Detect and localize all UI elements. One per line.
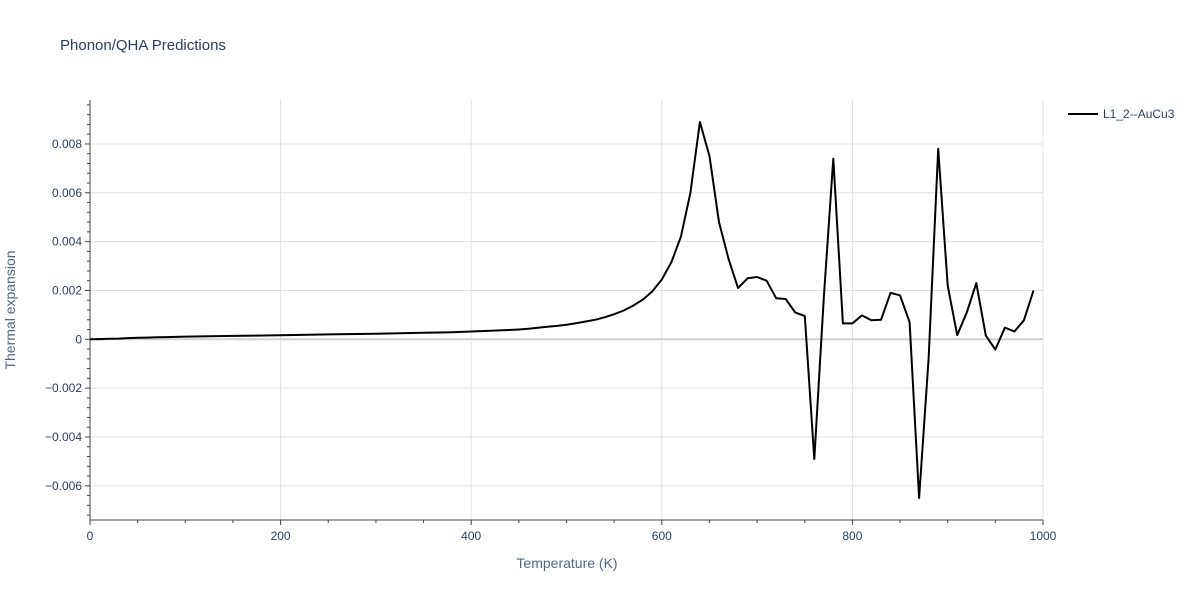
y-tick-label: 0.006	[52, 186, 82, 200]
y-tick-label: 0.008	[52, 137, 82, 151]
x-tick-label: 400	[461, 529, 481, 543]
legend[interactable]: L1_2--AuCu3	[1068, 107, 1175, 121]
x-tick-label: 600	[652, 529, 672, 543]
x-tick-label: 1000	[1030, 529, 1057, 543]
series-line	[89, 121, 1035, 499]
y-tick-label: −0.004	[45, 430, 82, 444]
y-tick-label: −0.002	[45, 381, 82, 395]
gridlines	[90, 100, 1044, 520]
y-tick-label: −0.006	[45, 479, 82, 493]
y-tick-label: 0.004	[52, 235, 82, 249]
axes: 0 200 400 600 800 1000 −0.006 −0.004 −0.002 0 0.00…	[45, 100, 1057, 543]
y-tick-label: 0.002	[52, 283, 82, 297]
chart-title: Phonon/QHA Predictions	[60, 37, 226, 54]
x-tick-label: 800	[842, 529, 862, 543]
y-axis-label: Thermal expansion	[2, 250, 18, 369]
x-tick-label: 200	[271, 529, 291, 543]
x-tick-label: 0	[87, 529, 94, 543]
y-tick-label: 0	[75, 332, 82, 346]
x-axis-label: Temperature (K)	[516, 555, 617, 571]
series-layer	[89, 121, 1035, 499]
legend-label: L1_2--AuCu3	[1103, 107, 1175, 121]
